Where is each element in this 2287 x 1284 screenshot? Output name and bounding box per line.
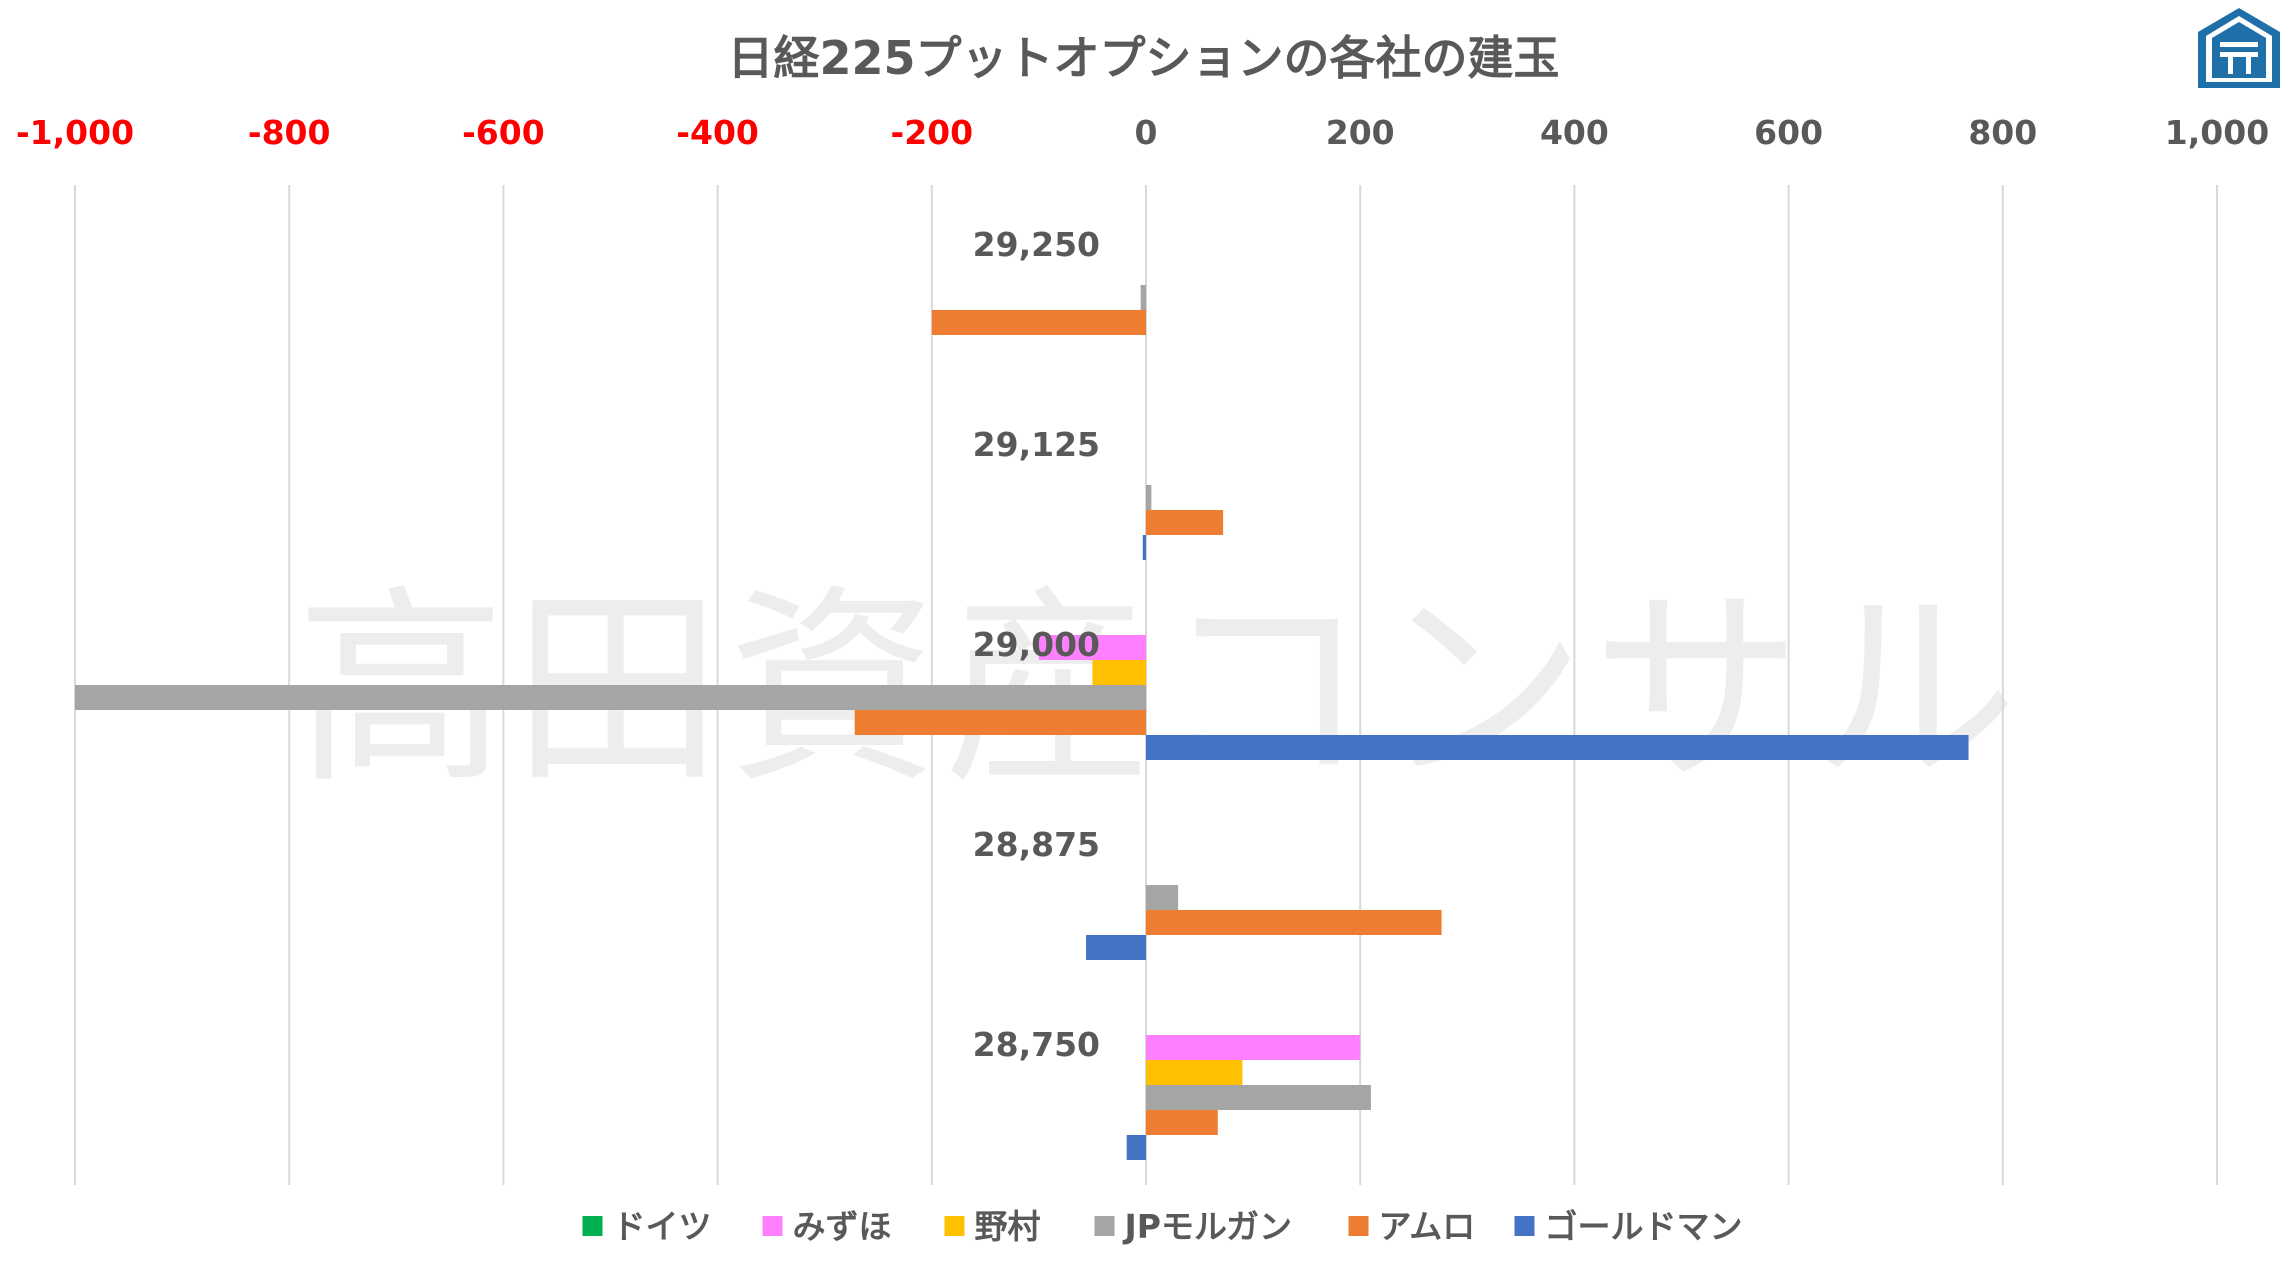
x-tick-label: -800	[248, 113, 331, 152]
legend-label: ゴールドマン	[1545, 1207, 1743, 1246]
legend-label: アムロ	[1379, 1207, 1476, 1246]
category-labels: 29,250 29,125 29,000 28,875 28,750	[973, 225, 1100, 1064]
bar	[1146, 510, 1224, 535]
bar	[931, 310, 1146, 335]
category-label: 29,000	[973, 625, 1100, 664]
bar	[75, 685, 1146, 710]
bar	[1146, 1110, 1218, 1135]
legend-swatch	[944, 1216, 965, 1236]
legend-item: JPモルガン	[1094, 1207, 1292, 1246]
x-tick-label: -600	[462, 113, 545, 152]
bar	[1140, 285, 1146, 310]
legend-item: みずほ	[762, 1207, 892, 1246]
category-label: 28,750	[973, 1025, 1100, 1064]
category-label: 28,875	[973, 825, 1100, 864]
bar	[854, 710, 1146, 735]
bars	[75, 285, 1969, 1160]
bar	[1142, 535, 1146, 560]
x-tick-label: 600	[1754, 113, 1823, 152]
legend-swatch	[1514, 1216, 1535, 1236]
bar	[1146, 885, 1179, 910]
bar	[1146, 1035, 1361, 1060]
bar	[1092, 660, 1146, 685]
bar	[1146, 1085, 1371, 1110]
legend-label: ドイツ	[613, 1207, 712, 1246]
legend-item: アムロ	[1348, 1207, 1476, 1246]
category-label: 29,125	[973, 425, 1100, 464]
company-logo-icon	[2198, 8, 2280, 88]
legend-swatch	[762, 1216, 783, 1236]
x-tick-label: 200	[1326, 113, 1395, 152]
x-tick-label: 1,000	[2165, 113, 2269, 152]
bar	[1038, 635, 1146, 660]
x-tick-label: -1,000	[16, 113, 134, 152]
legend-swatch	[582, 1216, 603, 1236]
legend-item: ゴールドマン	[1514, 1207, 1743, 1246]
legend-label: みずほ	[793, 1207, 892, 1246]
x-tick-label: -200	[891, 113, 974, 152]
bar	[1146, 485, 1152, 510]
x-tick-label: 400	[1540, 113, 1609, 152]
bar	[1126, 1135, 1146, 1160]
legend-item: ドイツ	[582, 1207, 712, 1246]
bar	[1146, 1060, 1243, 1085]
bar	[1086, 935, 1146, 960]
bar	[1146, 910, 1442, 935]
x-tick-label: -400	[676, 113, 759, 152]
x-tick-labels: -1,000 -800 -600 -400 -200 0 200 400 600 800 1,000	[16, 113, 2269, 152]
legend-label: 野村	[975, 1207, 1041, 1246]
legend-swatch	[1094, 1216, 1115, 1236]
legend-item: 野村	[944, 1207, 1041, 1246]
bar	[1146, 735, 1969, 760]
category-label: 29,250	[973, 225, 1100, 264]
legend: ドイツ みずほ 野村 JPモルガン アムロ ゴールドマン	[582, 1207, 1743, 1246]
x-tick-label: 0	[1135, 113, 1158, 152]
legend-label: JPモルガン	[1123, 1207, 1292, 1246]
x-tick-label: 800	[1968, 113, 2037, 152]
chart-title: 日経225プットオプションの各社の建玉	[727, 31, 1560, 85]
legend-swatch	[1348, 1216, 1369, 1236]
